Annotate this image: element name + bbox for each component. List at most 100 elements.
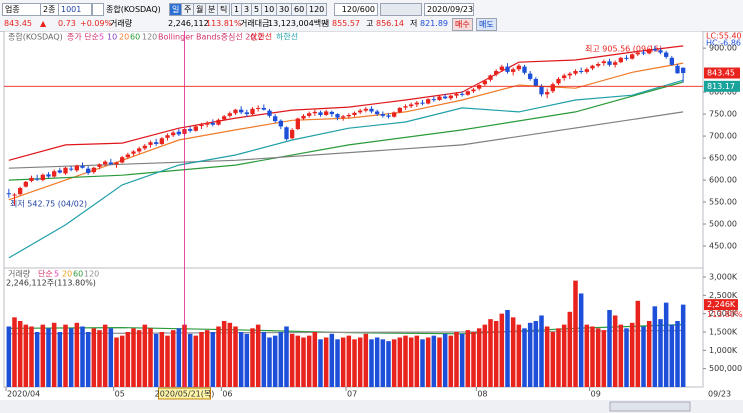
interval-button[interactable]: 30 [276, 3, 293, 16]
volume-bar [403, 335, 408, 387]
volume-bar [352, 339, 357, 387]
volume-bar [442, 333, 448, 387]
volume-bar [561, 324, 567, 387]
candle-body [324, 111, 329, 115]
interval-button[interactable]: 120 [306, 3, 328, 16]
candle-body [567, 73, 572, 76]
legend-item: 120 [84, 270, 99, 279]
sub-select[interactable]: 2종 [40, 3, 60, 16]
y-tick-label: 500.00 [709, 220, 737, 229]
candle-body [29, 177, 34, 181]
candle-body [295, 118, 300, 130]
volume-subtitle: 2,246,112주(113.80%) [6, 279, 96, 288]
market-select[interactable]: 업종 [2, 3, 42, 16]
period-button[interactable]: 틱 [217, 3, 231, 16]
price: 843.45 [4, 19, 32, 28]
candle-body [443, 96, 448, 99]
candle-body [437, 96, 442, 101]
candle-body [335, 114, 340, 118]
candle-body [675, 65, 680, 74]
candle-body [573, 71, 578, 74]
buy-button[interactable]: 매수 [452, 18, 473, 31]
legend-item: 5 [54, 270, 59, 279]
count-input[interactable]: 120/600 [334, 3, 378, 16]
candle-body [647, 49, 652, 54]
price-box-label: 843.45 [707, 69, 735, 78]
date-input[interactable]: 2020/09/23 [424, 3, 474, 16]
volume-bar [533, 320, 539, 387]
volume-bar [499, 313, 505, 387]
volume-bar [301, 337, 306, 387]
volume-bar [465, 330, 471, 387]
volume-bar [408, 337, 414, 387]
candle-body [363, 108, 368, 111]
volume-bar [233, 326, 238, 387]
y-tick-label: 3,000K [709, 272, 738, 281]
candle-body [244, 112, 249, 115]
candle-body [431, 99, 436, 101]
volume-bar [663, 302, 669, 387]
candle-body [579, 71, 584, 73]
volume-bar [527, 322, 533, 387]
volume-bar [108, 328, 114, 387]
candle-body [596, 63, 601, 66]
volume-bar [193, 335, 199, 387]
volume-bar [46, 328, 51, 387]
tool-icons[interactable] [380, 3, 422, 16]
label: 저 [410, 19, 418, 28]
volume-bar [335, 339, 340, 387]
volume-bar [318, 339, 323, 387]
y-tick-label: 700.00 [709, 132, 737, 141]
candle-body [86, 168, 91, 174]
candle-body [505, 66, 510, 72]
indicator-line [8, 111, 684, 169]
volume-bar [669, 324, 675, 387]
search-button[interactable] [92, 3, 104, 16]
volume-bar [289, 333, 295, 387]
legend-item: 상한선 [250, 32, 272, 42]
y-tick-label: 600.00 [709, 176, 737, 185]
price-box [704, 67, 740, 79]
sell-button[interactable]: 매도 [476, 18, 497, 31]
legend-item: 10 [107, 33, 117, 42]
volume-bar [346, 335, 352, 387]
volume-bar [114, 337, 119, 387]
y-tick-label: 2,000K [709, 309, 738, 318]
candle-body [188, 129, 193, 131]
interval-button[interactable]: 60 [291, 3, 308, 16]
volume-bar [357, 337, 363, 387]
candle-body [18, 187, 23, 195]
period-button[interactable]: 월 [193, 3, 207, 16]
zoom-controls[interactable] [609, 401, 691, 412]
volume-bar [131, 328, 136, 387]
volume-bar [221, 320, 227, 387]
candle-body [635, 52, 640, 55]
scrollbar[interactable] [0, 400, 743, 413]
volume-bar [210, 331, 216, 387]
volume-bar [187, 333, 193, 387]
candle-body [57, 170, 62, 173]
candle-body [380, 114, 385, 116]
volume-bar [493, 320, 499, 387]
indicator-line [8, 45, 684, 161]
candle-body [539, 85, 544, 95]
legend-item: 단순 [38, 269, 53, 279]
chart: 종합(KOSDAQ) 종가 단순 5 10 20 60 120 Bollinge… [0, 31, 743, 413]
candle-body [256, 107, 261, 109]
code-input[interactable]: 1001 [58, 3, 92, 16]
volume-bar [125, 331, 131, 387]
candle-body [352, 112, 357, 115]
candle-body [556, 78, 561, 84]
candle-body [562, 75, 567, 79]
candle-body [142, 145, 147, 149]
interval-button[interactable]: 10 [261, 3, 278, 16]
legend-item: 5 [99, 33, 104, 42]
x-tick-label: 09 [591, 390, 601, 399]
candle-body [210, 122, 215, 125]
volume-bar [391, 339, 397, 387]
volume-bar [312, 331, 318, 387]
candle-body [6, 193, 11, 195]
legend-item: 20 [62, 270, 72, 279]
candle-body [494, 71, 499, 75]
volume-bar [17, 320, 23, 387]
